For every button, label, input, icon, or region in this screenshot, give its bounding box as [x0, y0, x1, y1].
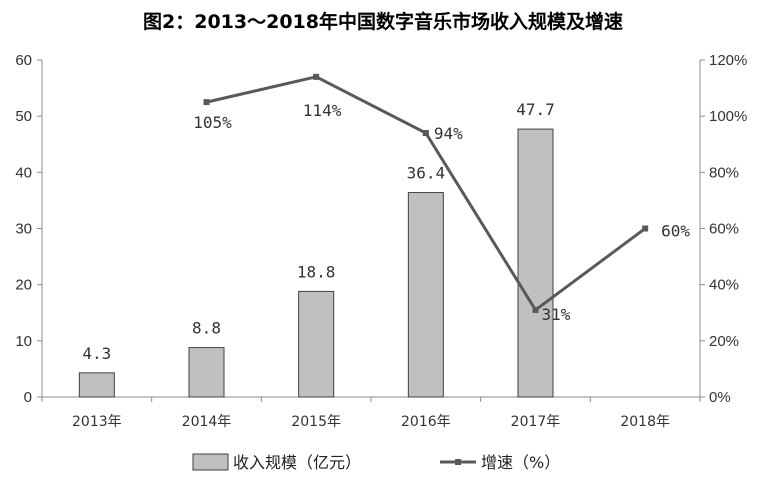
left-tick-label: 10: [15, 333, 32, 350]
legend-line-marker: [455, 459, 461, 465]
left-tick-label: 0: [24, 389, 32, 406]
bar: [298, 290, 335, 398]
right-tick-label: 40%: [709, 277, 739, 294]
chart-title: 图2：2013～2018年中国数字音乐市场收入规模及增速: [143, 10, 623, 33]
left-tick-label: 60: [15, 52, 32, 69]
line-point: [313, 73, 320, 80]
line-data-label: 105%: [193, 113, 232, 132]
bar: [407, 192, 444, 398]
left-tick-label: 50: [15, 108, 32, 125]
line-point: [642, 225, 649, 232]
x-tick-label: 2015年: [291, 414, 341, 430]
bar: [517, 128, 554, 398]
line-series: 105% 114% 94% 31% 60%: [193, 73, 690, 324]
line-point: [422, 130, 429, 137]
right-tick-label: 0%: [709, 389, 731, 406]
line-data-label: 114%: [303, 101, 342, 120]
bar-data-label: 4.3: [82, 344, 111, 363]
bar-data-label: 8.8: [192, 319, 221, 338]
line-point: [532, 306, 539, 313]
right-tick-label: 120%: [709, 52, 747, 69]
line-data-label: 31%: [542, 305, 571, 324]
x-tick-label: 2016年: [401, 414, 451, 430]
legend-line-label: 增速（%）: [481, 453, 560, 472]
left-tick-label: 20: [15, 277, 32, 294]
x-tick-label: 2018年: [620, 414, 670, 430]
bar-data-label: 36.4: [407, 164, 446, 183]
legend: 收入规模（亿元） 增速（%）: [192, 453, 560, 472]
legend-bar-swatch: [192, 453, 229, 471]
legend-bar-label: 收入规模（亿元）: [233, 453, 361, 472]
x-tick-label: 2017年: [511, 414, 561, 430]
bar-data-label: 47.7: [516, 100, 555, 119]
right-tick-label: 100%: [709, 108, 747, 125]
bar-series: 4.3 8.8 18.8 36.4 47.7: [78, 100, 555, 398]
line-data-label: 94%: [434, 124, 463, 143]
right-tick-label: 80%: [709, 164, 739, 181]
bar-data-label: 18.8: [297, 262, 336, 281]
line-point: [203, 99, 210, 106]
right-tick-label: 20%: [709, 333, 739, 350]
x-tick-label: 2014年: [182, 414, 232, 430]
bar: [78, 372, 115, 398]
bar: [188, 347, 225, 398]
left-tick-label: 40: [15, 164, 32, 181]
right-tick-label: 60%: [709, 221, 739, 238]
line-data-label: 60%: [661, 222, 690, 241]
x-tick-label: 2013年: [72, 414, 122, 430]
left-tick-label: 30: [15, 221, 32, 238]
axes: 0 10 20 30 40 50 60 0% 20% 40% 60% 80% 100% 120% 2013年…: [15, 52, 747, 430]
